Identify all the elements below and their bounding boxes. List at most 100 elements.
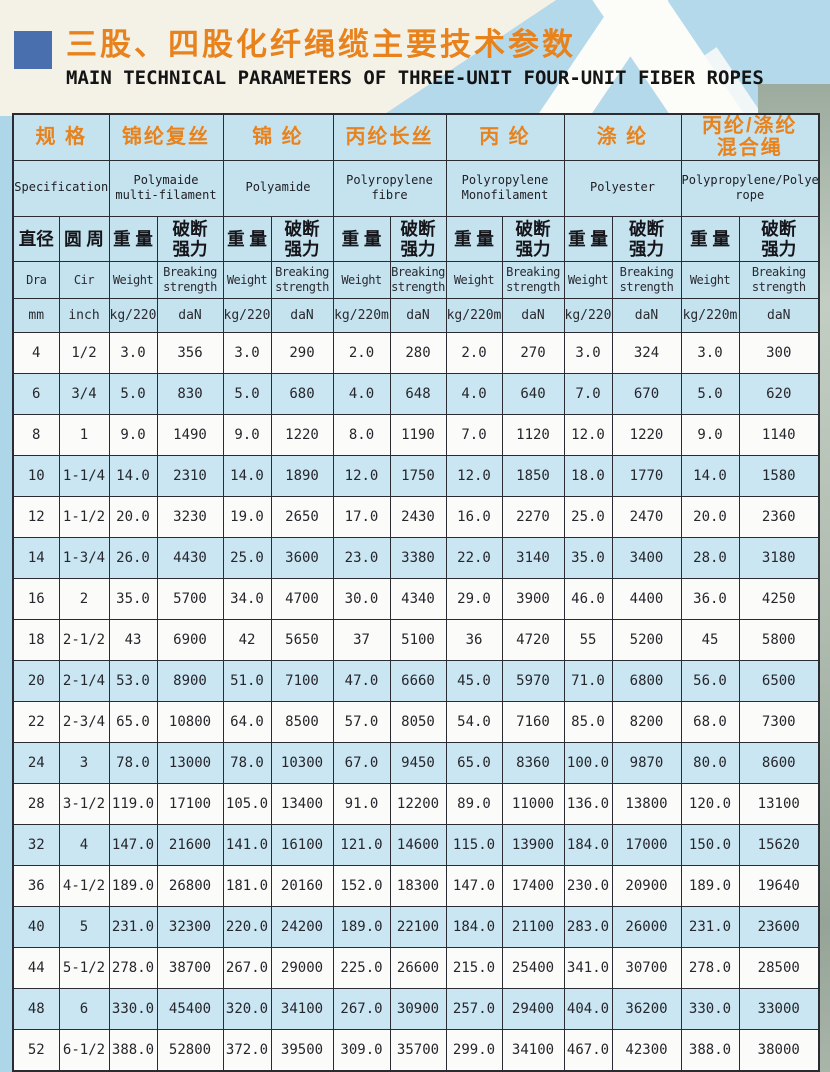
- table-cell: 2650: [270, 495, 334, 538]
- table-cell: 18: [12, 618, 60, 661]
- table-cell: 26000: [611, 905, 682, 948]
- table-cell: 1-1/2: [58, 495, 110, 538]
- table-cell: 4720: [501, 618, 565, 661]
- table-cell: 3180: [738, 536, 820, 579]
- table-cell: 7300: [738, 700, 820, 743]
- table-cell: 28500: [738, 946, 820, 989]
- table-cell: 39500: [270, 1028, 334, 1072]
- table-cell: 9.0: [222, 413, 272, 456]
- table-cell: 6900: [156, 618, 224, 661]
- header-polyester-zh: 涤 纶: [563, 113, 682, 161]
- unit-weight: kg/220m: [563, 297, 613, 333]
- table-cell: 189.0: [108, 864, 158, 907]
- table-cell: 12200: [389, 782, 447, 825]
- table-cell: 2: [58, 577, 110, 620]
- table-cell: 119.0: [108, 782, 158, 825]
- table-cell: 55: [563, 618, 613, 661]
- table-cell: 9.0: [108, 413, 158, 456]
- header-weight-en: Weight: [445, 260, 503, 299]
- table-cell: 640: [501, 372, 565, 415]
- table-cell: 8600: [738, 741, 820, 784]
- header-weight-zh: 重 量: [680, 215, 740, 262]
- table-cell: 10: [12, 454, 60, 497]
- table-cell: 20.0: [108, 495, 158, 538]
- table-cell: 35700: [389, 1028, 447, 1072]
- table-cell: 283.0: [563, 905, 613, 948]
- table-cell: 1890: [270, 454, 334, 497]
- table-cell: 13900: [501, 823, 565, 866]
- table-cell: 2-1/4: [58, 659, 110, 702]
- table-cell: 25400: [501, 946, 565, 989]
- table-row: 44 5-1/2 278.0 38700 267.0 29000 225.0 26600 215…: [12, 946, 820, 989]
- table-cell: 3.0: [680, 331, 740, 374]
- header-weight-en: Weight: [563, 260, 613, 299]
- main-table: 规 格 锦纶复丝 锦 纶 丙纶长丝 丙 纶 涤 纶 丙纶/涤纶混合绳 Speci…: [12, 113, 820, 1072]
- table-cell: 22: [12, 700, 60, 743]
- table-cell: 35.0: [563, 536, 613, 579]
- table-cell: 2-1/2: [58, 618, 110, 661]
- header-strength-en: Breaking strength: [270, 260, 334, 299]
- table-cell: 1190: [389, 413, 447, 456]
- header-polypropylene-monofilament-zh: 丙 纶: [445, 113, 565, 161]
- table-cell: 56.0: [680, 659, 740, 702]
- table-cell: 46.0: [563, 577, 613, 620]
- header-strength-zh: 破断强力: [501, 215, 565, 262]
- table-cell: 620: [738, 372, 820, 415]
- table-cell: 6: [58, 987, 110, 1030]
- table-cell: 29000: [270, 946, 334, 989]
- table-cell: 267.0: [222, 946, 272, 989]
- header-strength-en: Breaking strength: [611, 260, 682, 299]
- table-cell: 32: [12, 823, 60, 866]
- table-cell: 28: [12, 782, 60, 825]
- header-strength-zh: 破断强力: [389, 215, 447, 262]
- header-weight-zh: 重 量: [332, 215, 391, 262]
- table-cell: 6: [12, 372, 60, 415]
- table-cell: 2310: [156, 454, 224, 497]
- table-cell: 26.0: [108, 536, 158, 579]
- unit-strength: daN: [611, 297, 682, 333]
- table-cell: 4700: [270, 577, 334, 620]
- header-strength-zh-text: 破断强力: [400, 218, 436, 259]
- table-cell: 4340: [389, 577, 447, 620]
- table-cell: 36200: [611, 987, 682, 1030]
- table-cell: 5700: [156, 577, 224, 620]
- table-cell: 5200: [611, 618, 682, 661]
- units-row: mm inch kg/220m daN kg/220m daN kg/220m …: [12, 297, 820, 333]
- table-cell: 25.0: [222, 536, 272, 579]
- table-cell: 1750: [389, 454, 447, 497]
- table-cell: 16: [12, 577, 60, 620]
- table-cell: 3600: [270, 536, 334, 579]
- table-cell: 23600: [738, 905, 820, 948]
- table-cell: 13800: [611, 782, 682, 825]
- table-cell: 14.0: [680, 454, 740, 497]
- table-cell: 29400: [501, 987, 565, 1030]
- table-cell: 324: [611, 331, 682, 374]
- table-cell: 30900: [389, 987, 447, 1030]
- table-cell: 1220: [611, 413, 682, 456]
- table-cell: 91.0: [332, 782, 391, 825]
- table-cell: 2-3/4: [58, 700, 110, 743]
- table-cell: 64.0: [222, 700, 272, 743]
- header-strength-zh-text: 破断强力: [761, 218, 797, 259]
- header-strength-zh-text: 破断强力: [629, 218, 664, 259]
- table-cell: 1: [58, 413, 110, 456]
- table-cell: 5970: [501, 659, 565, 702]
- unit-weight: kg/220m: [445, 297, 503, 333]
- table-cell: 45: [680, 618, 740, 661]
- table-cell: 330.0: [680, 987, 740, 1030]
- unit-diameter: mm: [12, 297, 60, 333]
- header-strength-en: Breaking strength: [738, 260, 820, 299]
- table-cell: 30700: [611, 946, 682, 989]
- table-cell: 341.0: [563, 946, 613, 989]
- table-cell: 8: [12, 413, 60, 456]
- unit-circumference: inch: [58, 297, 110, 333]
- table-cell: 230.0: [563, 864, 613, 907]
- table-cell: 34100: [270, 987, 334, 1030]
- table-cell: 189.0: [680, 864, 740, 907]
- table-cell: 45400: [156, 987, 224, 1030]
- header-specification-en: Specification: [12, 159, 110, 217]
- table-cell: 18300: [389, 864, 447, 907]
- table-cell: 5: [58, 905, 110, 948]
- table-cell: 51.0: [222, 659, 272, 702]
- table-cell: 10800: [156, 700, 224, 743]
